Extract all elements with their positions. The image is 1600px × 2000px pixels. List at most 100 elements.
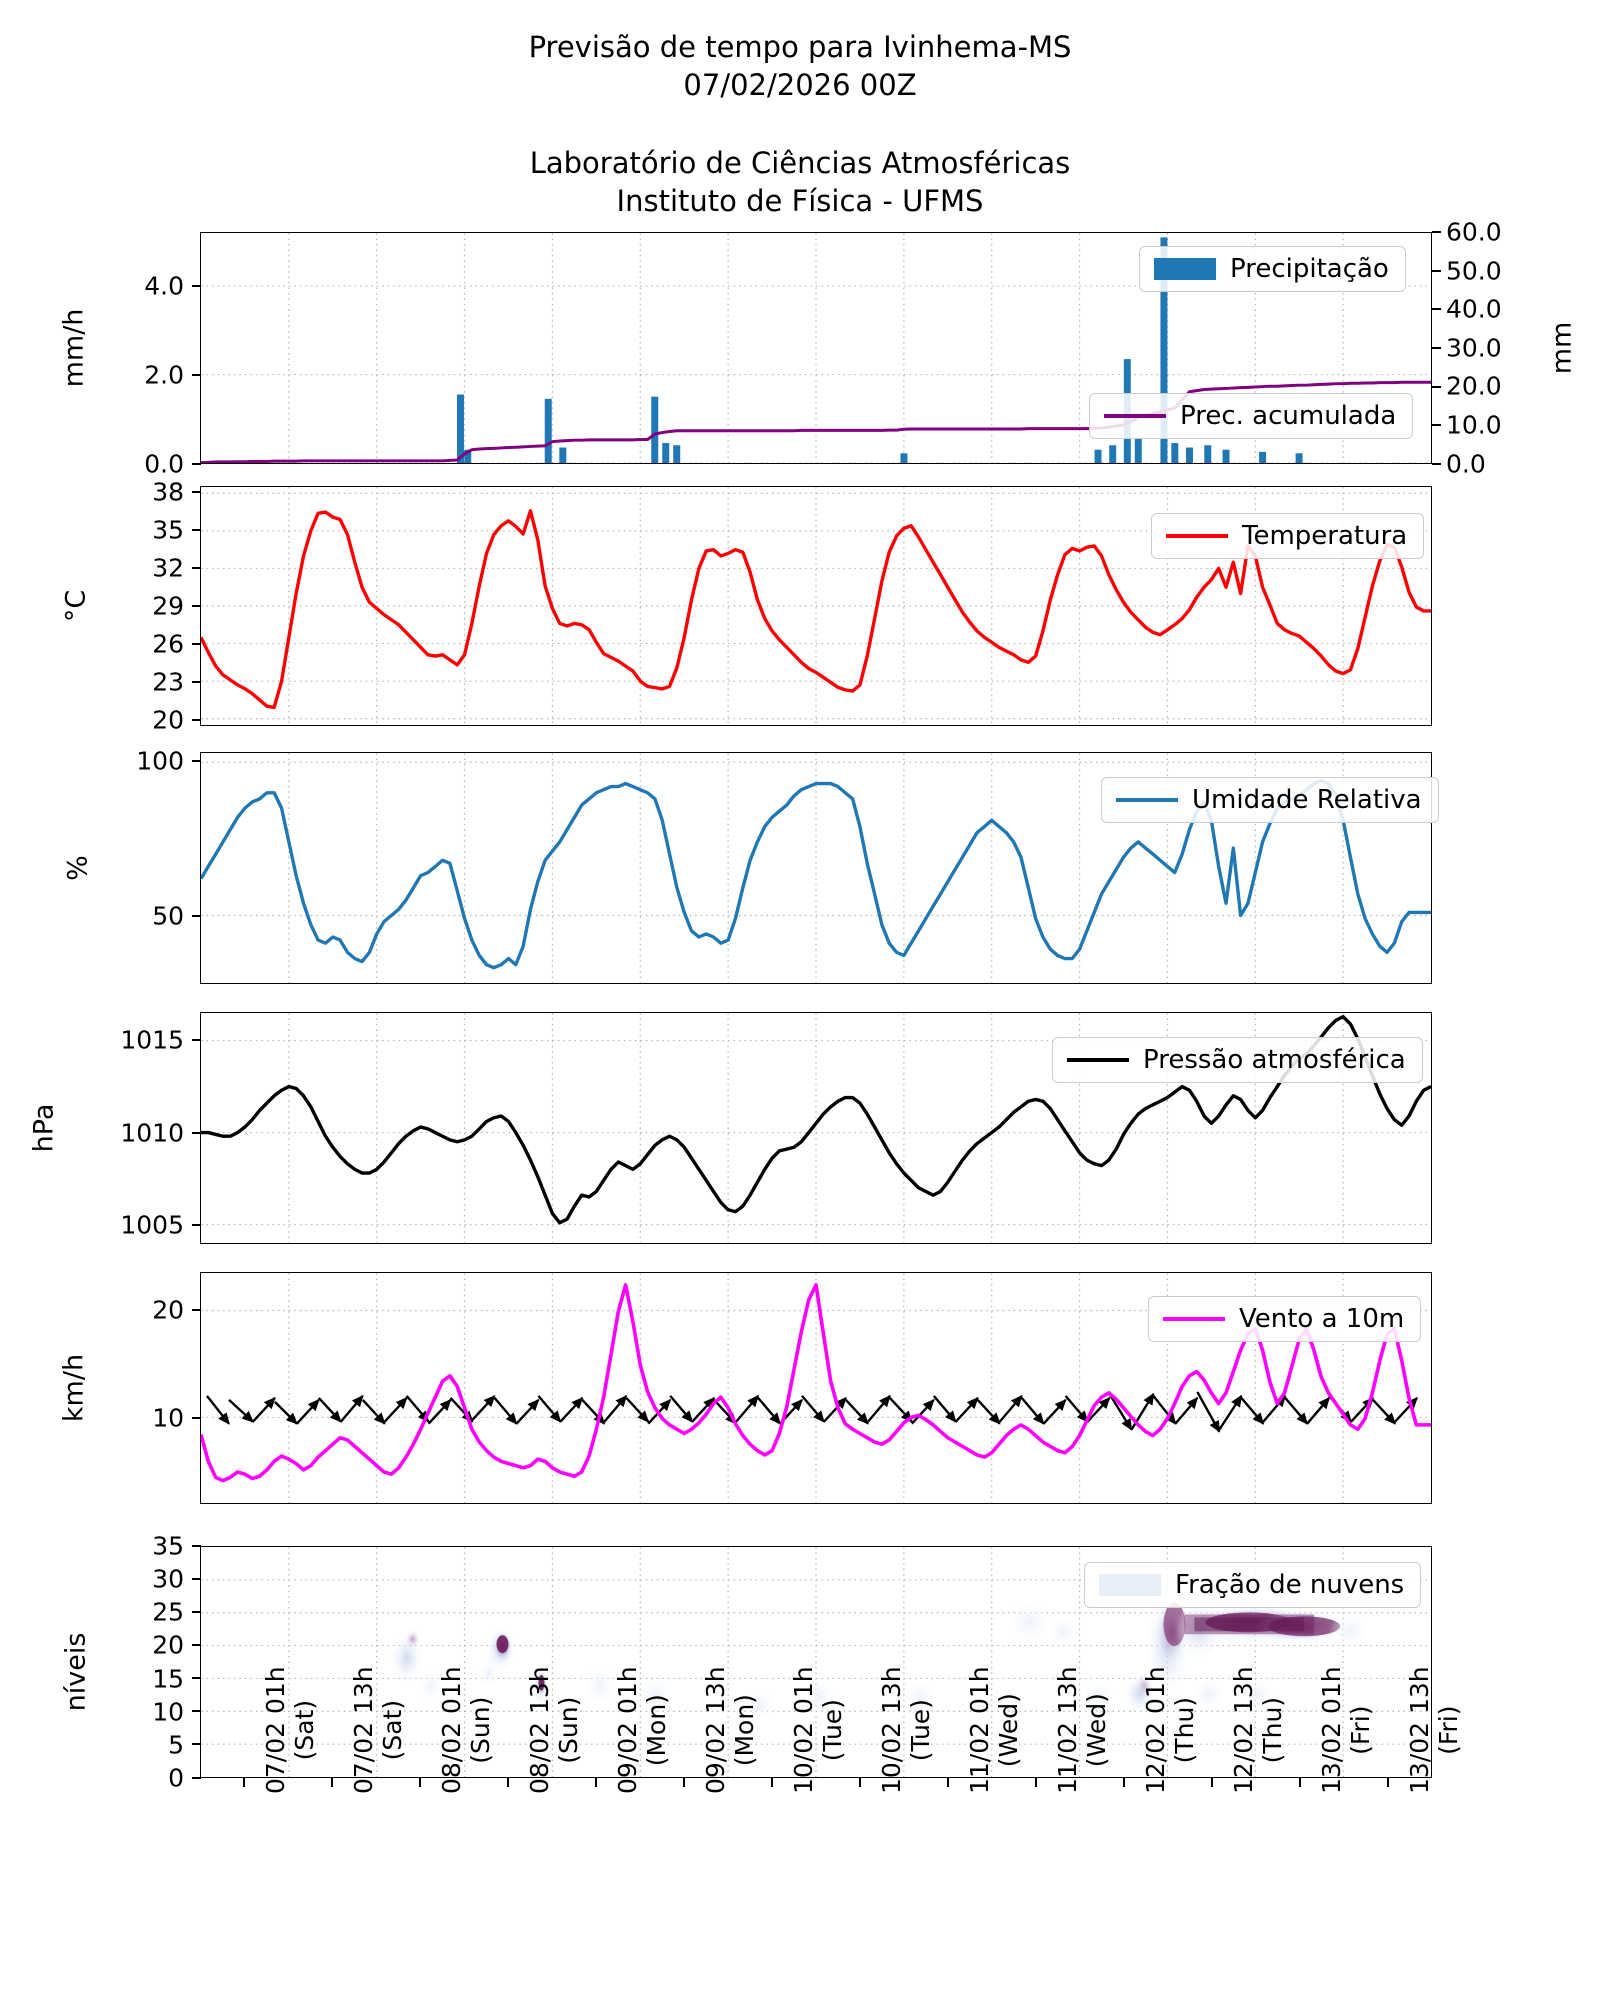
x-tick-mark — [859, 1778, 861, 1787]
legend-prec-acumulada[interactable]: Prec. acumulada — [1089, 393, 1414, 439]
pressure-swatch — [1067, 1057, 1129, 1063]
x-tick-date: 07/02 13h — [349, 1666, 378, 1794]
temperature-line — [201, 509, 1431, 710]
temp-ytick-32: 32 — [152, 553, 184, 583]
legend-label-temperatura: Temperatura — [1242, 521, 1408, 551]
x-tick-day: (Thu) — [1170, 1696, 1199, 1764]
humidity-yaxis-label: % — [62, 855, 94, 881]
x-tick-day: (Sat) — [290, 1699, 319, 1761]
precip-right-ytick-50: 50.0 — [1446, 256, 1502, 286]
legend-label-precipitacao: Precipitação — [1230, 254, 1389, 284]
x-tick-label-2: 08/02 01h (Sun) — [437, 1666, 495, 1794]
x-tick-day: (Sun) — [554, 1696, 583, 1764]
x-tick-day: (Mon) — [642, 1694, 671, 1767]
humidity-line — [201, 778, 1431, 970]
wind-speed-line — [201, 1283, 1431, 1483]
x-tick-mark — [1211, 1778, 1213, 1787]
wind-ytick-10: 10 — [152, 1403, 184, 1433]
x-tick-label-6: 10/02 01h (Tue) — [789, 1666, 847, 1794]
cloud-fraction-swatch — [1099, 1574, 1161, 1596]
temp-ytick-23: 23 — [152, 667, 184, 697]
pressure-line — [201, 1014, 1431, 1225]
pressure-ytick-1015: 1015 — [120, 1025, 184, 1055]
temp-ytick-26: 26 — [152, 629, 184, 659]
legend-precipitacao[interactable]: Precipitação — [1139, 246, 1406, 292]
precip-ytick-4: 4.0 — [144, 271, 184, 300]
precip-right-ytick-10: 10.0 — [1446, 410, 1502, 440]
page-title: Previsão de tempo para Ivinhema-MS — [528, 30, 1072, 64]
x-tick-label-8: 11/02 01h (Wed) — [965, 1666, 1023, 1794]
x-tick-date: 11/02 01h — [965, 1666, 994, 1794]
x-tick-day: (Tue) — [818, 1699, 847, 1762]
humidity-swatch — [1116, 797, 1178, 803]
cloud-yaxis-label: níveis — [60, 1632, 92, 1712]
x-tick-label-11: 12/02 13h (Thu) — [1229, 1666, 1287, 1794]
x-tick-mark — [1123, 1778, 1125, 1787]
legend-fracao-de-nuvens[interactable]: Fração de nuvens — [1084, 1562, 1422, 1608]
x-tick-mark — [243, 1778, 245, 1787]
x-tick-day: (Wed) — [994, 1693, 1023, 1768]
humidity-ytick-50: 50 — [152, 901, 184, 931]
accumulated-precip-swatch — [1104, 413, 1166, 419]
x-tick-date: 08/02 13h — [525, 1666, 554, 1794]
x-tick-mark — [419, 1778, 421, 1787]
x-tick-date: 07/02 01h — [261, 1666, 290, 1794]
x-tick-mark — [507, 1778, 509, 1787]
forecast-run-datetime: 07/02/2026 00Z — [683, 68, 917, 102]
x-tick-date: 13/02 01h — [1317, 1666, 1346, 1794]
cloud-ytick-25: 25 — [152, 1597, 184, 1627]
x-tick-day: (Fri) — [1346, 1705, 1375, 1755]
legend-temperatura[interactable]: Temperatura — [1151, 513, 1425, 559]
x-tick-date: 12/02 01h — [1141, 1666, 1170, 1794]
legend-vento-10m[interactable]: Vento a 10m — [1148, 1296, 1422, 1342]
precip-yaxis-label: mm/h — [58, 308, 90, 388]
pressure-plot-area — [201, 1013, 1431, 1243]
cloud-svg — [201, 1547, 1431, 1777]
wind-ytick-20: 20 — [152, 1295, 184, 1325]
x-tick-label-5: 09/02 13h (Mon) — [701, 1666, 759, 1794]
x-tick-date: 13/02 13h — [1405, 1666, 1434, 1794]
x-tick-label-3: 08/02 13h (Sun) — [525, 1666, 583, 1794]
legend-label-prec-acumulada: Prec. acumulada — [1180, 401, 1397, 431]
humidity-ytick-100: 100 — [136, 746, 184, 776]
legend-umidade-relativa[interactable]: Umidade Relativa — [1101, 777, 1439, 823]
precip-right-ytick-0: 0.0 — [1446, 449, 1486, 479]
x-tick-date: 12/02 13h — [1229, 1666, 1258, 1794]
temp-ytick-20: 20 — [152, 705, 184, 735]
cloud-ytick-35: 35 — [152, 1531, 184, 1561]
cloud-ytick-30: 30 — [152, 1564, 184, 1594]
legend-label-pressao-atmosferica: Pressão atmosférica — [1143, 1045, 1406, 1075]
x-tick-date: 09/02 13h — [701, 1666, 730, 1794]
x-tick-mark — [947, 1778, 949, 1787]
x-tick-mark — [331, 1778, 333, 1787]
x-tick-day: (Sat) — [378, 1699, 407, 1761]
x-tick-date: 09/02 01h — [613, 1666, 642, 1794]
x-tick-label-12: 13/02 01h (Fri) — [1317, 1666, 1375, 1794]
x-tick-label-13: 13/02 13h (Fri) — [1405, 1666, 1463, 1794]
cloud-ytick-20: 20 — [152, 1630, 184, 1660]
x-tick-mark — [771, 1778, 773, 1787]
precipitation-swatch — [1154, 258, 1216, 280]
x-tick-day: (Sun) — [466, 1696, 495, 1764]
legend-pressao-atmosferica[interactable]: Pressão atmosférica — [1052, 1037, 1423, 1083]
precip-right-ytick-40: 40.0 — [1446, 294, 1502, 324]
x-tick-label-7: 10/02 13h (Tue) — [877, 1666, 935, 1794]
accumulated-precip-line — [201, 380, 1431, 463]
precip-right-ytick-20: 20.0 — [1446, 371, 1502, 401]
x-tick-mark — [1035, 1778, 1037, 1787]
precip-ytick-2: 2.0 — [144, 360, 184, 390]
x-tick-date: 10/02 13h — [877, 1666, 906, 1794]
x-tick-mark — [1387, 1778, 1389, 1787]
x-tick-day: (Mon) — [730, 1694, 759, 1767]
precip-ytick-0: 0.0 — [144, 449, 184, 479]
x-tick-date: 08/02 01h — [437, 1666, 466, 1794]
x-tick-label-4: 09/02 01h (Mon) — [613, 1666, 671, 1794]
pressure-yaxis-label: hPa — [28, 1103, 60, 1153]
cloud-fraction-field — [390, 1594, 1370, 1720]
panel-pressure — [200, 1012, 1432, 1244]
precip-right-ytick-30: 30.0 — [1446, 333, 1502, 363]
temp-ytick-38: 38 — [152, 477, 184, 507]
cloud-plot-area — [201, 1547, 1431, 1777]
legend-label-umidade-relativa: Umidade Relativa — [1192, 785, 1422, 815]
